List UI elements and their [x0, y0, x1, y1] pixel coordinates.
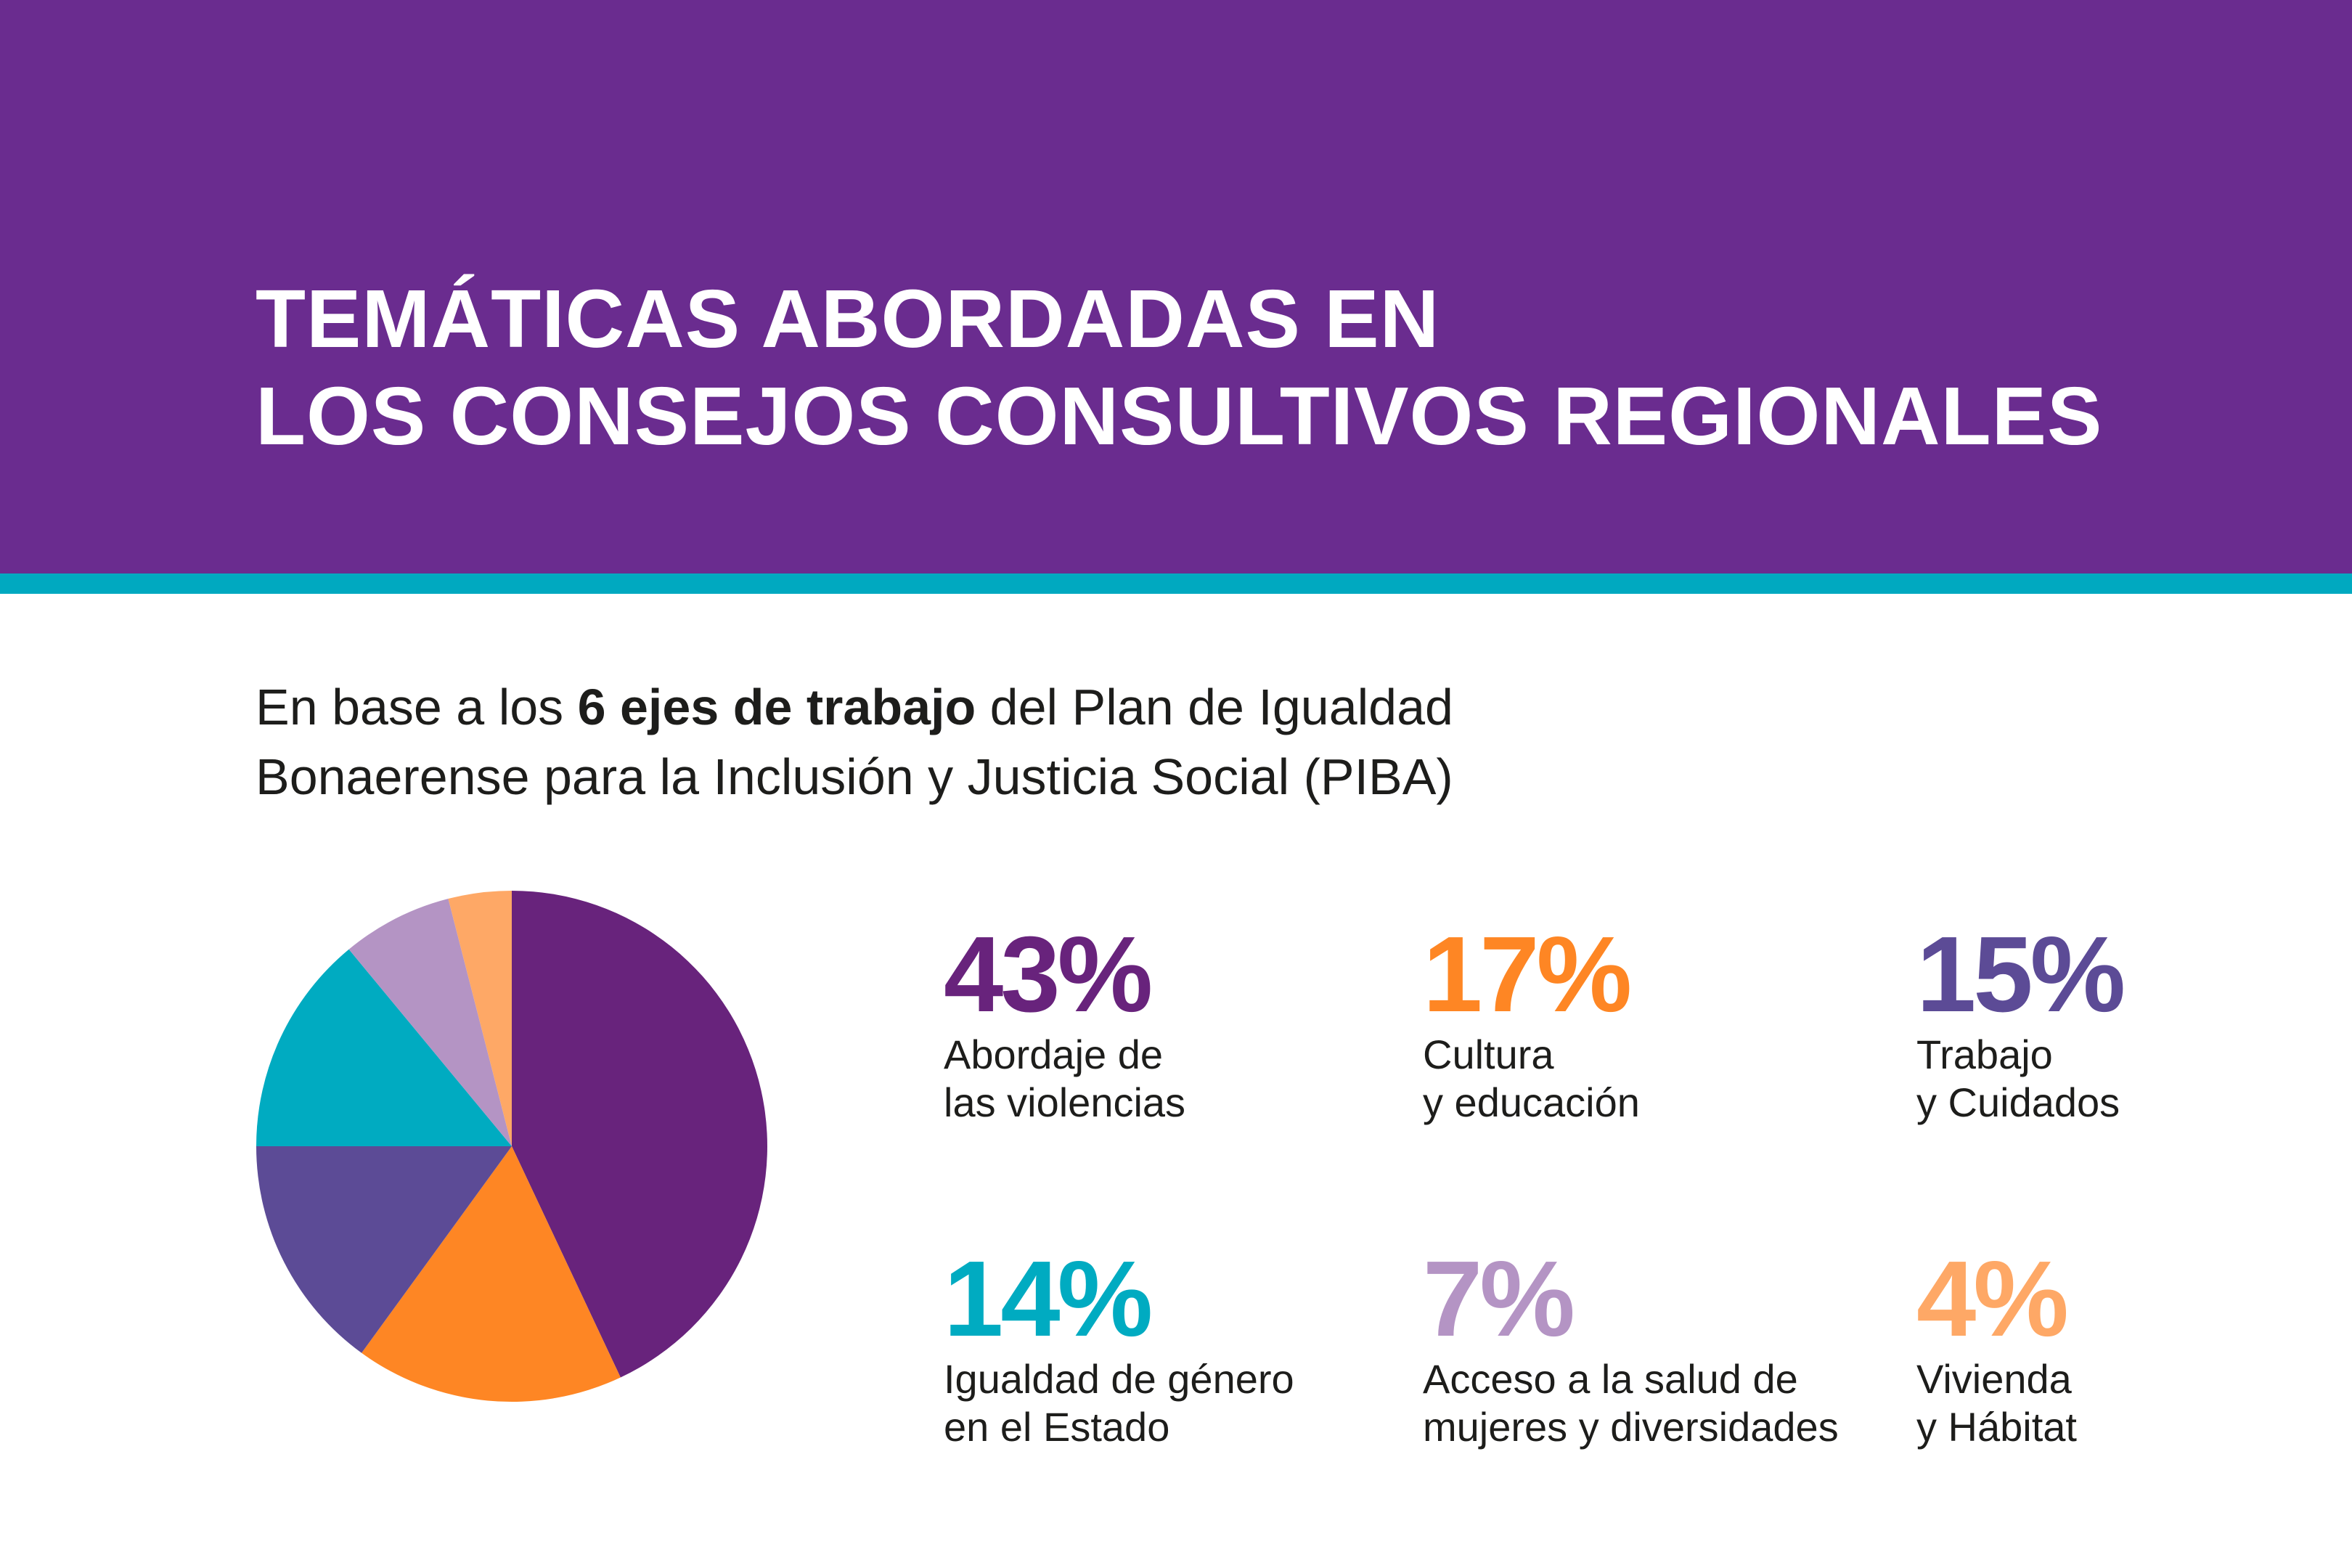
stat-item-5: 4% Vivienda y Hábitat	[1916, 1245, 2352, 1451]
stat-value-5: 4%	[1916, 1239, 2069, 1359]
subtitle-line-1-post: del Plan de Igualdad	[976, 679, 1453, 735]
stat-label-2-line-1: Trabajo	[1916, 1032, 2053, 1077]
stat-label-2: Trabajo y Cuidados	[1916, 1031, 2352, 1127]
subtitle-line-1: En base a los 6 ejes de trabajo del Plan…	[256, 672, 1453, 742]
header-banner	[0, 0, 2352, 573]
stat-item-2: 15% Trabajo y Cuidados	[1916, 920, 2352, 1127]
stat-label-3-line-1: Igualdad de género	[944, 1356, 1294, 1402]
header-accent-stripe	[0, 573, 2352, 594]
stat-item-3: 14% Igualdad de género en el Estado	[944, 1245, 1394, 1451]
stat-label-3-line-2: en el Estado	[944, 1404, 1170, 1450]
stat-label-4-line-1: Acceso a la salud de	[1423, 1356, 1798, 1402]
stat-label-4-line-2: mujeres y diversidades	[1423, 1404, 1839, 1450]
stat-value-4: 7%	[1423, 1239, 1575, 1359]
stat-label-0: Abordaje de las violencias	[944, 1031, 1394, 1127]
stat-label-5-line-1: Vivienda	[1916, 1356, 2072, 1402]
stat-label-1: Cultura y educación	[1423, 1031, 1873, 1127]
stat-value-3: 14%	[944, 1239, 1153, 1359]
pie-slice-2	[256, 1146, 512, 1353]
stat-label-5-line-2: y Hábitat	[1916, 1404, 2077, 1450]
stat-label-3: Igualdad de género en el Estado	[944, 1355, 1394, 1451]
stat-label-1-line-2: y educación	[1423, 1079, 1640, 1125]
subtitle-line-1-pre: En base a los	[256, 679, 578, 735]
stat-label-0-line-1: Abordaje de	[944, 1032, 1164, 1077]
stat-value-2: 15%	[1916, 915, 2126, 1034]
page-title: TEMÁTICAS ABORDADAS EN LOS CONSEJOS CONS…	[256, 270, 2102, 465]
pie-slice-1	[362, 1146, 621, 1402]
page-title-line-1: TEMÁTICAS ABORDADAS EN	[256, 273, 1440, 364]
stat-label-4: Acceso a la salud de mujeres y diversida…	[1423, 1355, 1873, 1451]
pie-chart	[256, 891, 767, 1402]
stat-label-5: Vivienda y Hábitat	[1916, 1355, 2352, 1451]
subtitle: En base a los 6 ejes de trabajo del Plan…	[256, 672, 1453, 812]
pie-slice-4	[348, 899, 512, 1146]
subtitle-line-1-bold: 6 ejes de trabajo	[577, 679, 976, 735]
pie-slice-3	[256, 949, 512, 1146]
pie-slice-0	[512, 891, 767, 1378]
stat-value-0: 43%	[944, 915, 1153, 1034]
stat-item-4: 7% Acceso a la salud de mujeres y divers…	[1423, 1245, 1873, 1451]
stat-label-1-line-1: Cultura	[1423, 1032, 1554, 1077]
subtitle-line-2: Bonaerense para la Inclusión y Justicia …	[256, 748, 1453, 805]
pie-slice-5	[448, 891, 512, 1146]
stat-label-2-line-2: y Cuidados	[1916, 1079, 2120, 1125]
page-title-line-2: LOS CONSEJOS CONSULTIVOS REGIONALES	[256, 370, 2103, 462]
stat-label-0-line-2: las violencias	[944, 1079, 1186, 1125]
stat-item-1: 17% Cultura y educación	[1423, 920, 1873, 1127]
stat-value-1: 17%	[1423, 915, 1632, 1034]
stat-item-0: 43% Abordaje de las violencias	[944, 920, 1394, 1127]
